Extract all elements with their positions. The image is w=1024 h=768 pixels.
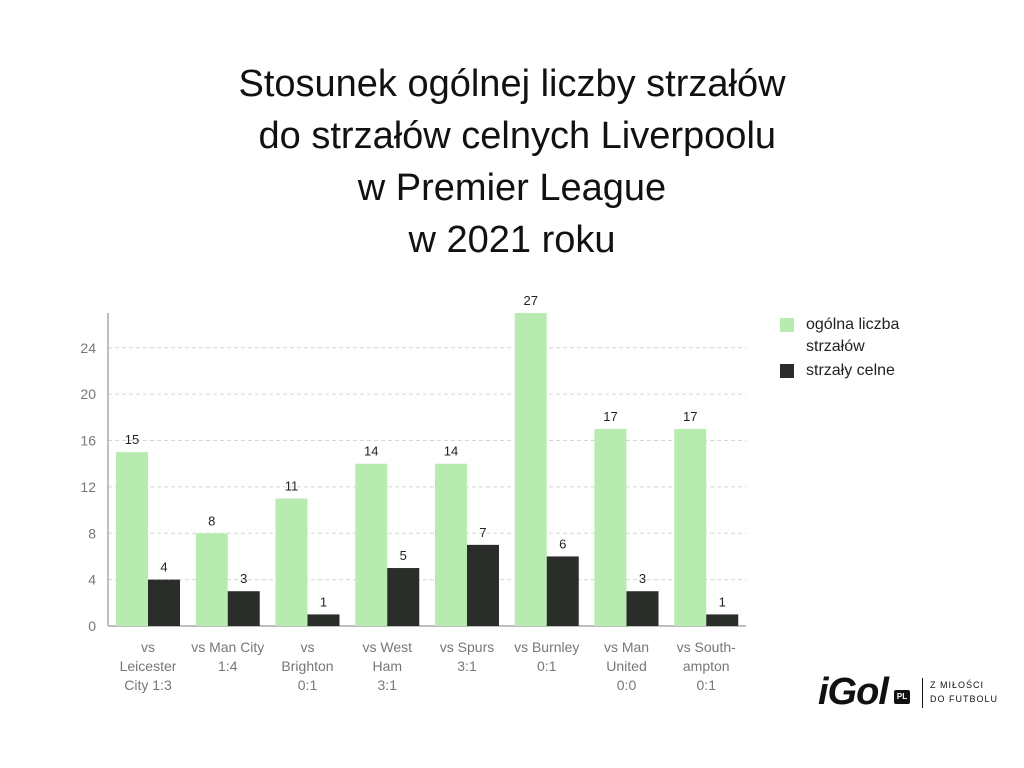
data-label: 5 [400,548,407,563]
data-label: 14 [444,444,458,459]
bar-shots-on-target [307,614,340,626]
data-label: 8 [208,513,215,528]
chart-title-line: w 2021 roku [408,219,616,261]
data-label: 4 [160,560,167,575]
legend-label-line: strzałów [806,338,865,355]
x-tick-label: 1:4 [218,658,238,674]
bar-total-shots [435,463,467,626]
x-tick-label: 0:1 [697,677,717,693]
x-tick-label: vs West [362,639,412,655]
x-tick-label: vs [141,639,155,655]
y-tick-label: 12 [80,479,96,495]
y-tick-label: 8 [88,525,96,541]
x-tick-label: vs Spurs [440,639,494,655]
data-label: 3 [240,571,247,586]
y-tick-label: 20 [80,386,96,402]
logo-wordmark: iGol [818,671,889,713]
x-tick-label: vs [301,639,315,655]
chart-title-line: Stosunek ogólnej liczby strzałów [238,63,786,105]
bar-shots-on-target [626,591,659,626]
x-tick-label: 0:0 [617,677,637,693]
x-tick-label: Ham [372,658,402,674]
legend-item-shots-on-target[interactable]: strzały celne [780,360,899,382]
bar-shots-on-target [227,591,260,626]
logo-badge: PL [894,690,910,704]
x-tick-label: City 1:3 [124,677,172,693]
bar-shots-on-target [467,544,499,626]
data-label: 7 [479,525,486,540]
y-tick-label: 0 [88,618,96,634]
data-label: 3 [639,571,646,586]
bar-total-shots [594,428,627,626]
bar-total-shots [275,498,308,626]
x-tick-label: vs Burnley [514,639,579,655]
legend-swatch-shots-on-target [780,364,794,378]
legend-label-line: ogólna liczba [806,316,900,333]
legend-item-total-shots[interactable]: ogólna liczba strzałów [780,314,899,358]
bar-shots-on-target [387,568,420,626]
legend-label-line: strzały celne [806,362,895,379]
data-label: 14 [364,444,378,459]
x-tick-label: Brighton [281,658,333,674]
x-tick-label: vs Man [604,639,649,655]
logo-slogan-line: Z MIŁOŚCI [930,680,985,690]
bar-total-shots [116,452,148,626]
bar-total-shots [514,313,547,626]
x-tick-label: 3:1 [378,677,398,693]
bar-shots-on-target [546,556,579,626]
x-tick-label: 0:1 [537,658,557,674]
x-tick-label: vs Man City [191,639,264,655]
legend-swatch-total-shots [780,318,794,332]
data-label: 27 [524,293,538,308]
y-tick-label: 16 [80,433,96,449]
bar-total-shots [674,428,707,626]
x-tick-label: vs South- [677,639,736,655]
x-tick-label: 0:1 [298,677,318,693]
chart-title: Stosunek ogólnej liczby strzałów do strz… [0,58,1024,266]
x-tick-label: United [606,658,646,674]
data-label: 17 [683,409,697,424]
logo-divider [922,678,923,708]
data-label: 15 [125,432,139,447]
y-tick-label: 4 [88,572,96,588]
x-tick-label: 3:1 [457,658,477,674]
chart-title-line: do strzałów celnych Liverpoolu [247,115,777,157]
logo-slogan-line: DO FUTBOLU [930,694,999,704]
bar-shots-on-target [706,614,739,626]
y-tick-label: 24 [80,340,96,356]
data-label: 1 [320,594,327,609]
bar-shots-on-target [148,579,180,626]
logo-slogan: Z MIŁOŚCI DO FUTBOLU [930,678,1020,706]
data-label: 6 [559,536,566,551]
data-label: 11 [285,478,299,493]
bar-total-shots [195,533,228,626]
data-label: 17 [603,409,617,424]
x-tick-label: ampton [683,658,730,674]
data-label: 1 [719,594,726,609]
legend: ogólna liczba strzałów strzały celne [780,314,899,384]
x-tick-label: Leicester [120,658,177,674]
bar-total-shots [355,463,388,626]
chart-title-line: w Premier League [357,167,667,209]
